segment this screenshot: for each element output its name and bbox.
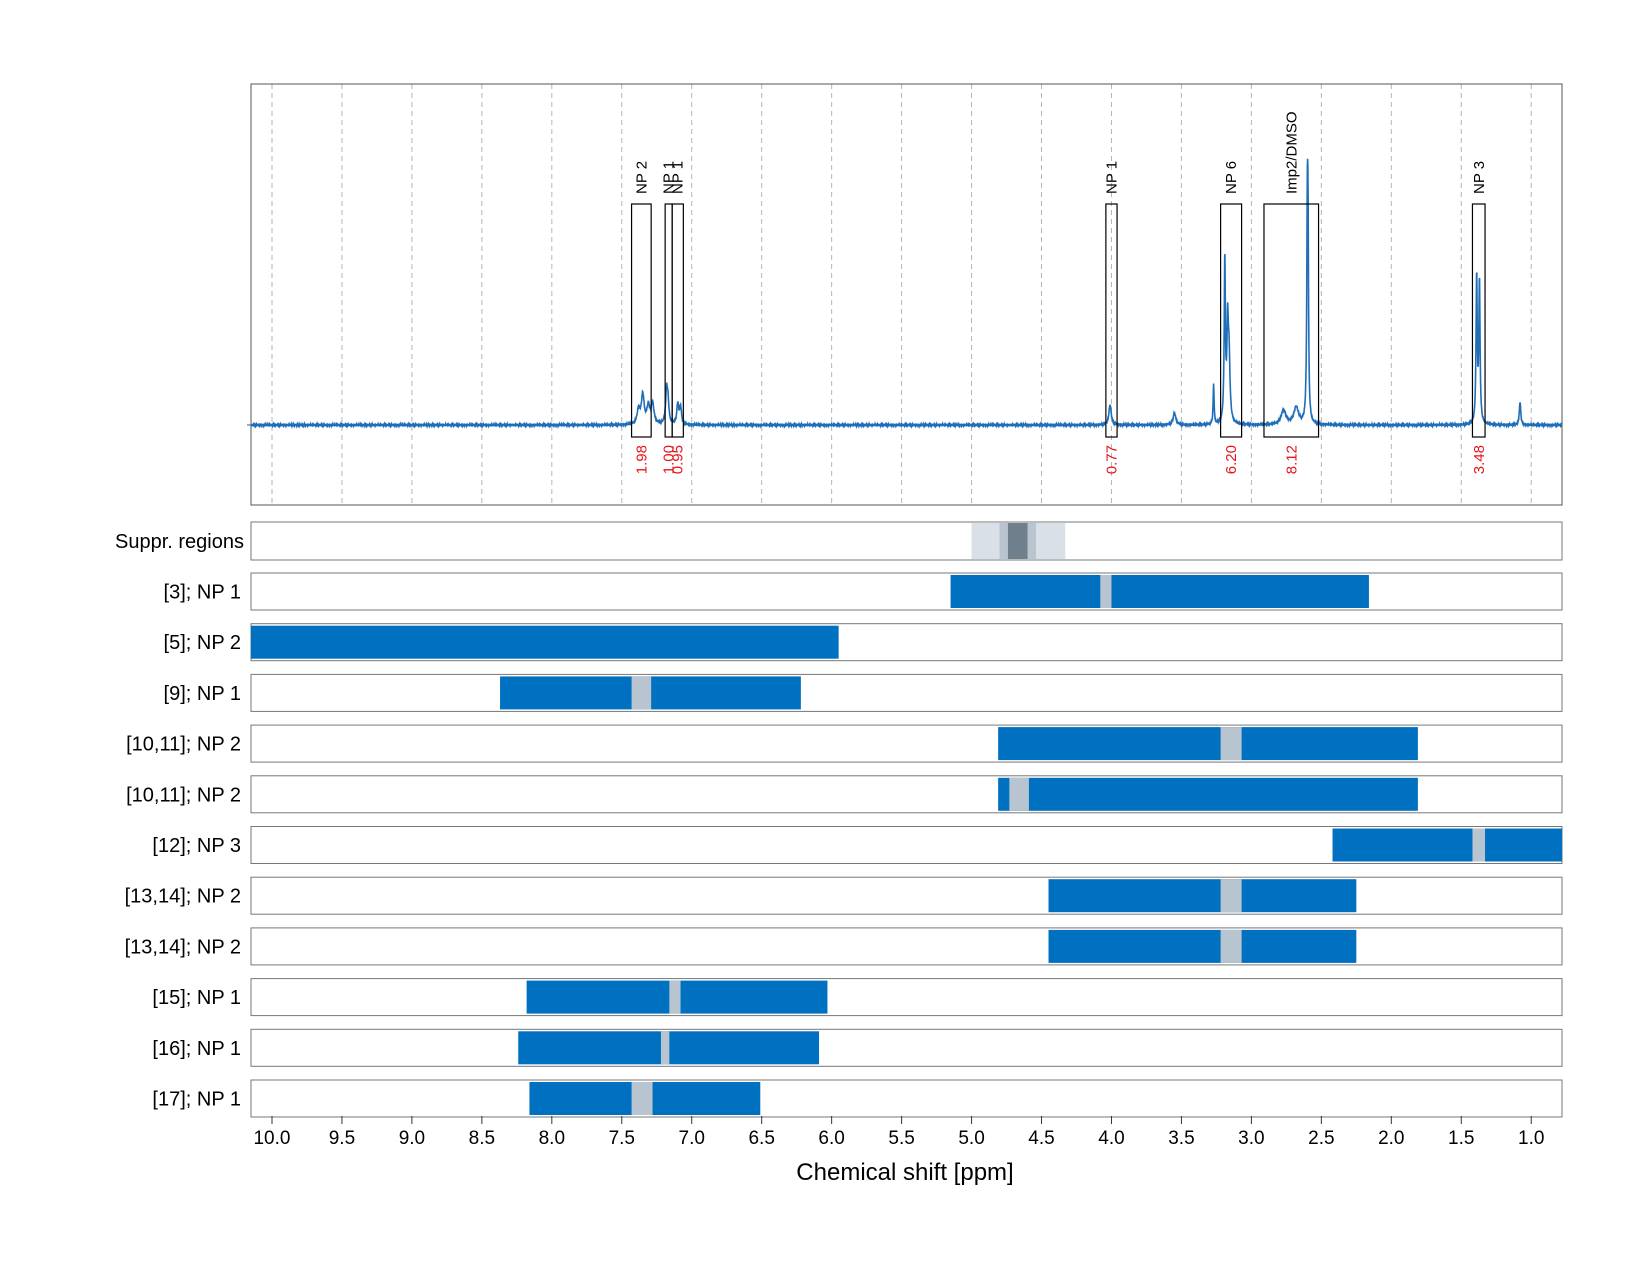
annotation-box: [1263, 203, 1320, 438]
grid-lines: [271, 84, 1532, 505]
range-bar: [1332, 828, 1562, 862]
x-tick-label: 2.0: [1378, 1128, 1404, 1149]
range-bar: [1048, 929, 1357, 963]
suppr-regions-label: Suppr. regions: [115, 531, 244, 553]
x-tick-label: 1.5: [1448, 1128, 1474, 1149]
range-gap: [1472, 828, 1486, 862]
row-frame: [250, 1028, 1563, 1067]
annotation-label: Imp2/DMSO: [1283, 111, 1300, 194]
range-gap: [631, 676, 652, 710]
annotation-box: [1220, 203, 1243, 438]
range-gap: [669, 980, 681, 1014]
range-bar: [950, 575, 1369, 608]
x-tick-label: 8.5: [469, 1128, 495, 1149]
row-frame: [250, 876, 1563, 915]
row-label: [5]; NP 2: [164, 632, 241, 654]
row-label: [13,14]; NP 2: [125, 886, 241, 908]
row-label: [3]; NP 1: [164, 582, 241, 604]
row-label: [10,11]; NP 2: [126, 784, 241, 806]
annotation-label: NP 1: [1103, 161, 1120, 194]
integral-value: 1.98: [633, 445, 650, 474]
range-row: [9]; NP 1: [164, 673, 1563, 712]
x-tick-label: 8.0: [539, 1128, 565, 1149]
range-gap: [660, 1031, 670, 1065]
suppr-band: [1007, 523, 1028, 559]
x-tick-label: 7.0: [679, 1128, 705, 1149]
range-bar: [998, 777, 1418, 811]
row-frame: [250, 1079, 1563, 1118]
annotation-box: [1471, 203, 1486, 438]
integral-value: 3.48: [1471, 445, 1488, 474]
spectrum-frame: [250, 83, 1563, 506]
integral-value: 8.12: [1283, 445, 1300, 474]
spectrum-line: [250, 158, 1563, 430]
range-row: [12]; NP 3: [152, 826, 1563, 864]
x-tick-label: 4.0: [1098, 1128, 1124, 1149]
range-row: [5]; NP 2: [164, 623, 1563, 662]
integral-value: 0.77: [1103, 445, 1120, 474]
range-gap: [1100, 575, 1112, 608]
range-row: [13,14]; NP 2: [125, 927, 1563, 966]
suppr-frame: [250, 521, 1563, 561]
row-frame: [250, 978, 1563, 1017]
annotation-box: [630, 203, 652, 438]
x-tick-label: 4.5: [1028, 1128, 1054, 1149]
row-label: [9]; NP 1: [164, 683, 241, 705]
annotation-label: NP 2: [633, 161, 650, 194]
range-gap: [1220, 929, 1242, 963]
range-gap: [1220, 879, 1242, 913]
range-row: [16]; NP 1: [152, 1028, 1563, 1067]
x-tick-label: 3.0: [1238, 1128, 1264, 1149]
x-tick-label: 7.5: [609, 1128, 635, 1149]
integral-value: 6.20: [1223, 445, 1240, 474]
annotation-label: NP 6: [1223, 161, 1240, 194]
range-gap: [1220, 727, 1242, 761]
range-row: [17]; NP 1: [152, 1079, 1563, 1118]
range-row: [3]; NP 1: [164, 572, 1563, 611]
range-row: [15]; NP 1: [152, 978, 1563, 1017]
x-tick-label: 5.5: [888, 1128, 914, 1149]
row-label: [12]; NP 3: [152, 835, 241, 857]
annotation-label: NP 1: [661, 161, 678, 194]
annotation-label: NP 1: [670, 161, 687, 194]
row-label: [10,11]; NP 2: [126, 734, 241, 756]
x-axis: 10.0 9.5 9.0 8.5 8.0 7.5 7.0 6.5 6.0 5.5 5.0 4.5 4.0…: [253, 1116, 1544, 1149]
x-tick-label: 3.5: [1168, 1128, 1194, 1149]
range-gap: [1009, 777, 1029, 811]
integral-value: 1.00: [661, 445, 678, 474]
range-bar: [998, 727, 1418, 761]
annotation-label: NP 3: [1471, 161, 1488, 194]
range-row: [13,14]; NP 2: [125, 876, 1563, 915]
range-gap: [631, 1082, 653, 1115]
x-tick-label: 6.0: [818, 1128, 844, 1149]
x-tick-label: 10.0: [253, 1128, 290, 1149]
annotation-box: [1105, 203, 1118, 438]
row-frame: [250, 673, 1563, 712]
integral-value: 0.95: [670, 445, 687, 474]
x-tick-label: 9.5: [329, 1128, 355, 1149]
row-label: [16]; NP 1: [152, 1038, 241, 1060]
annotation-box: [671, 203, 684, 438]
row-label: [13,14]; NP 2: [125, 936, 241, 958]
range-row: [10,11]; NP 2: [126, 724, 1563, 763]
row-frame: [250, 927, 1563, 966]
x-axis-title: Chemical shift [ppm]: [796, 1159, 1013, 1186]
x-tick-label: 9.0: [399, 1128, 425, 1149]
suppr-regions-panel: Suppr. regions: [115, 521, 1563, 561]
row-label: [17]; NP 1: [152, 1089, 241, 1111]
range-bar: [251, 625, 839, 659]
range-row: [10,11]; NP 2: [126, 775, 1563, 814]
x-tick-label: 1.0: [1518, 1128, 1544, 1149]
x-tick-label: 5.0: [958, 1128, 984, 1149]
x-tick-label: 2.5: [1308, 1128, 1334, 1149]
spectrum-panel: NP 2 1.98 NP 1 1.00 NP 1 0.95 NP 1 0.77 NP 6 6.20…: [247, 83, 1563, 506]
x-tick-label: 6.5: [748, 1128, 774, 1149]
row-label: [15]; NP 1: [152, 987, 241, 1009]
range-rows: [3]; NP 1 [5]; NP 2 [9]; NP 1 [10,11]; NP 2…: [125, 572, 1563, 1118]
range-bar: [1048, 879, 1357, 913]
